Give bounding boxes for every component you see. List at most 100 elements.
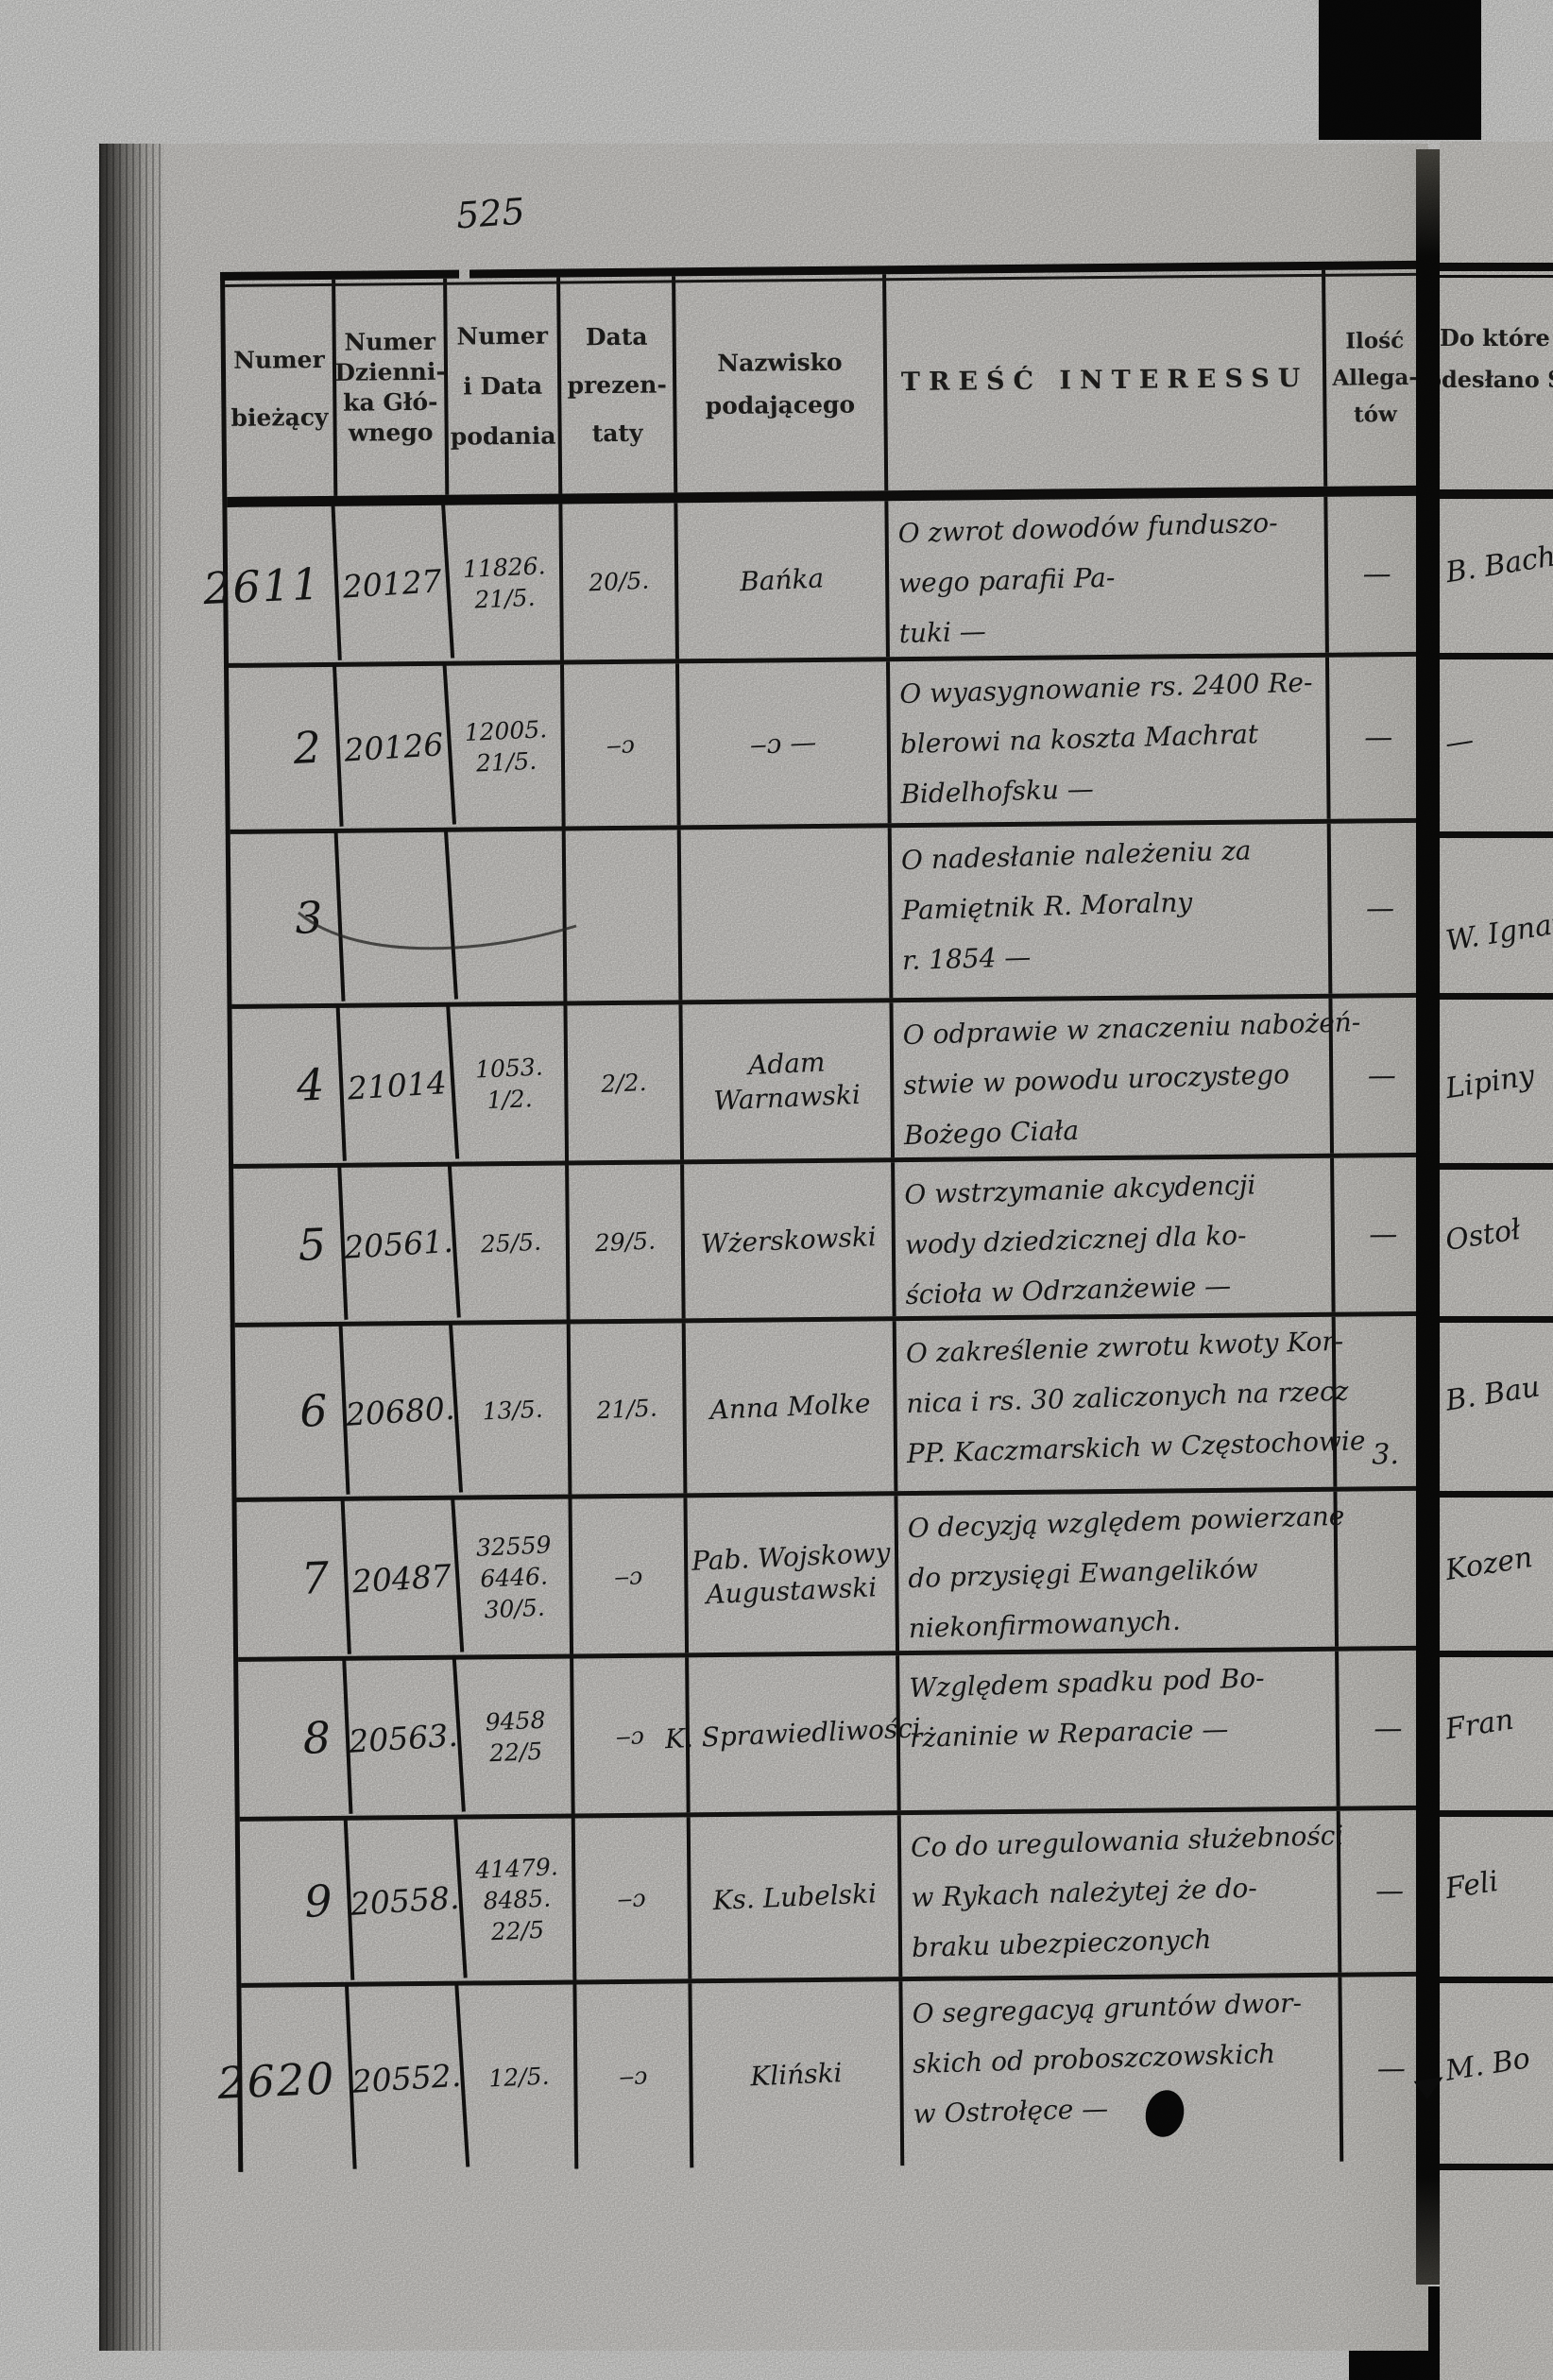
film-strip-top	[1319, 0, 1481, 140]
cell-nazwisko: Pab. Wojskowy Augustawski	[687, 1496, 900, 1653]
cell-data-prezentaty: ‒ɔ	[564, 663, 681, 827]
cell-nazwisko: Ks. Lubelski	[690, 1815, 903, 1979]
right-entry: Feli	[1442, 1864, 1501, 1907]
cell-data-prezentaty: ‒ɔ	[572, 1498, 690, 1654]
cell-nazwisko: Wżerskowski	[684, 1162, 896, 1319]
table-row: 7 20487 32559 6446. 30/5. ‒ɔ Pab. Wojsko…	[233, 1490, 1441, 1662]
cell-numer-biezacy: 2	[226, 664, 344, 831]
cell-numer-i-data: 11826. 21/5.	[449, 504, 564, 661]
cell-data-prezentaty: 2/2.	[567, 1004, 685, 1161]
cell-tresc: O wyasygnowanie rs. 2400 Re- blerowi na …	[889, 657, 1331, 824]
cell-numer-biezacy: 2611	[202, 504, 342, 665]
right-entry: B. Bachul	[1443, 535, 1553, 591]
table-row: 4 21014 1053. 1/2. 2/2. Adam Warnawski O…	[229, 997, 1436, 1169]
cell-numer-biezacy: 6	[231, 1324, 350, 1499]
cell-numer-i-data: 12/5.	[463, 1984, 579, 2170]
cell-numer-dziennika: 20680.	[341, 1322, 464, 1499]
header-tresc-interessu: TREŚĆ INTERESSU	[886, 269, 1328, 491]
cell-nazwisko	[680, 828, 894, 1001]
right-entry: Fran	[1442, 1703, 1516, 1747]
cell-nazwisko: ‒ɔ —	[678, 661, 892, 826]
cell-allegaty: —	[1365, 891, 1395, 925]
right-row-rule	[1440, 653, 1553, 659]
table-row: 2 20126 12005. 21/5. ‒ɔ ‒ɔ — O wyasygnow…	[226, 656, 1432, 834]
cell-tresc: O nadesłanie należeniu za Pamiętnik R. M…	[891, 823, 1333, 999]
cell-numer-dziennika: 20563.	[344, 1656, 466, 1819]
right-entry: M. Bo	[1442, 2042, 1533, 2088]
right-entry: Kozen	[1442, 1540, 1535, 1588]
right-row-rule	[1440, 2164, 1553, 2170]
cell-numer-dziennika: 20558.	[346, 1816, 468, 1985]
right-page: Do które odesłano Se B. Bachul — W. Igna…	[1440, 142, 1553, 2380]
register-table: Numer bieżący Numer Dzienni- ka Głó- wne…	[202, 260, 1445, 2174]
table-row: 8 20563. 9458 22/5 ‒ɔ K. Sprawiedliwości…	[235, 1650, 1442, 1822]
right-top-rule	[1440, 263, 1553, 271]
header-data-prezentaty: Data prezen- taty	[560, 276, 678, 494]
table-row: 6 20680. 13/5. 21/5. Anna Molke O zakreś…	[231, 1315, 1439, 1502]
cell-numer-dziennika: 20126	[334, 662, 457, 831]
table-header-row: Numer bieżący Numer Dzienni- ka Głó- wne…	[225, 268, 1429, 507]
cell-numer-i-data: 41479. 8485. 22/5	[461, 1818, 577, 1981]
cell-data-prezentaty: 21/5.	[570, 1323, 688, 1495]
cell-numer-biezacy: 2620	[216, 1984, 357, 2174]
cell-tresc: O segregacyą gruntów dwor- skich od prob…	[902, 1977, 1344, 2166]
table-row: 2611 20127 11826. 21/5. 20/5. Bańka O zw…	[202, 495, 1430, 668]
cell-numer-dziennika: 20561.	[339, 1163, 461, 1325]
page-number: 525	[454, 190, 526, 237]
cell-numer-dziennika: 20487	[343, 1497, 465, 1659]
book-spine	[99, 144, 165, 2351]
right-entry: B. Bau	[1442, 1370, 1543, 1418]
cell-nazwisko: Anna Molke	[685, 1321, 898, 1494]
right-row-rule	[1440, 1977, 1553, 1983]
header-nazwisko: Nazwisko podającego	[675, 274, 889, 493]
cell-numer-biezacy: 5	[230, 1165, 349, 1325]
cell-nazwisko: Adam Warnawski	[682, 1002, 896, 1160]
cell-data-prezentaty: ‒ɔ	[574, 1817, 692, 1980]
table-row: 5 20561. 25/5. 29/5. Wżerskowski O wstrz…	[230, 1156, 1437, 1327]
table-row: 2620 20552. 12/5. ‒ɔ Kliński O segregacy…	[216, 1977, 1444, 2174]
cell-data-prezentaty: ‒ɔ	[576, 1983, 694, 2169]
stray-pen-stroke	[298, 911, 577, 950]
cell-allegaty: —	[1362, 557, 1391, 591]
cell-allegaty: —	[1364, 721, 1393, 755]
header-numer-dziennika: Numer Dzienni- ka Głó- wnego	[334, 278, 450, 496]
cell-numer-dziennika: 21014	[338, 1003, 460, 1166]
right-top-rule-thin	[1440, 275, 1553, 278]
right-row-rule	[1440, 1810, 1553, 1817]
right-row-rule	[1440, 993, 1553, 1000]
cell-numer-i-data: 9458 22/5	[460, 1658, 575, 1815]
right-header-rule	[1440, 489, 1553, 499]
right-row-rule	[1440, 1491, 1553, 1498]
cell-tresc: O wstrzymanie akcydencji wody dziedziczn…	[895, 1157, 1336, 1317]
header-ilosc-allegatow: Ilość Allega- tów	[1332, 327, 1418, 428]
cell-data-prezentaty: 20/5.	[562, 503, 679, 660]
cell-numer-i-data: 13/5.	[456, 1324, 572, 1496]
cell-numer-dziennika: 20127	[333, 502, 455, 665]
right-row-rule	[1440, 1163, 1553, 1170]
right-entry: —	[1442, 723, 1476, 762]
right-header: Do które odesłano Se	[1440, 324, 1553, 393]
right-row-rule	[1440, 1651, 1553, 1657]
cell-numer-biezacy: 9	[236, 1818, 355, 1985]
cell-numer-i-data: 32559 6446. 30/5.	[458, 1498, 574, 1655]
left-page: 525 Numer bieżący Numer Dzienni- ka Głó-…	[99, 144, 1445, 2351]
table-top-rule-gap	[458, 268, 470, 280]
cell-numer-biezacy: 7	[233, 1498, 351, 1659]
cell-tresc: O zwrot dowodów funduszo- wego parafii P…	[888, 496, 1329, 658]
cell-tresc: Co do uregulowania służebności w Rykach …	[900, 1810, 1344, 1978]
cell-numer-dziennika: 20552.	[347, 1982, 470, 2174]
right-row-rule	[1440, 831, 1553, 838]
cell-numer-i-data: 1053. 1/2.	[453, 1005, 570, 1162]
cell-data-prezentaty: 29/5.	[569, 1164, 686, 1320]
right-entry: Ostoł	[1442, 1212, 1524, 1258]
cell-tresc: O odprawie w znaczeniu nabożeń- stwie w …	[893, 998, 1361, 1158]
page-gutter	[1416, 149, 1440, 2285]
cell-tresc: O decyzją względem powierzane do przysię…	[897, 1491, 1345, 1652]
right-entry: W. Ignatow	[1443, 900, 1553, 958]
header-numer-i-data: Numer i Data podania	[447, 277, 563, 495]
right-row-rule	[1440, 1316, 1553, 1323]
cell-numer-biezacy: 4	[229, 1005, 347, 1166]
right-entry: Lipiny	[1442, 1058, 1537, 1106]
cell-numer-i-data: 25/5.	[455, 1165, 571, 1321]
